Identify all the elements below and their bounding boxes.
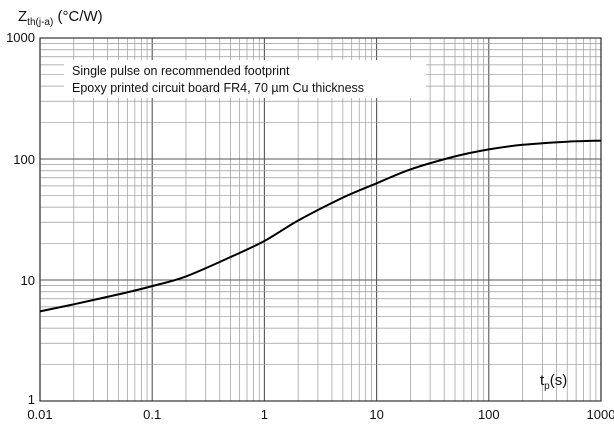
annotation-line-2: Epoxy printed circuit board FR4, 70 µm C… — [72, 81, 364, 95]
x-axis-label: tp(s) — [540, 372, 567, 392]
y-tick-label: 1000 — [6, 30, 35, 45]
y-axis-label: Zth(j-a) (°C/W) — [18, 8, 103, 28]
tick-labels: 0.01 0.1 1 10 100 1000 1 10 100 1000 — [6, 30, 614, 422]
x-tick-label: 10 — [369, 407, 383, 422]
y-tick-label: 10 — [21, 273, 35, 288]
x-axis-label-subscript: p — [544, 381, 550, 392]
y-axis-label-unit: (°C/W) — [53, 8, 102, 25]
y-tick-label: 1 — [28, 392, 35, 407]
x-tick-label: 1 — [261, 407, 268, 422]
thermal-impedance-curve — [39, 139, 602, 313]
plot-frame — [39, 37, 602, 402]
x-tick-label: 0.1 — [143, 407, 161, 422]
annotation-box: Single pulse on recommended footprint Ep… — [64, 60, 426, 98]
x-tick-label: 0.01 — [27, 407, 52, 422]
plot-border — [39, 37, 602, 402]
annotation-line-1: Single pulse on recommended footprint — [72, 64, 290, 78]
annotation-background — [64, 60, 426, 98]
y-axis-label-subscript: th(j-a) — [27, 17, 53, 28]
y-tick-label: 100 — [13, 152, 35, 167]
y-axis-label-main: Z — [18, 8, 27, 25]
series-layer — [39, 139, 602, 313]
x-axis-label-main: t — [540, 372, 545, 389]
x-axis-label-unit: (s) — [550, 372, 568, 389]
x-tick-label: 100 — [478, 407, 500, 422]
x-tick-label: 1000 — [587, 407, 614, 422]
